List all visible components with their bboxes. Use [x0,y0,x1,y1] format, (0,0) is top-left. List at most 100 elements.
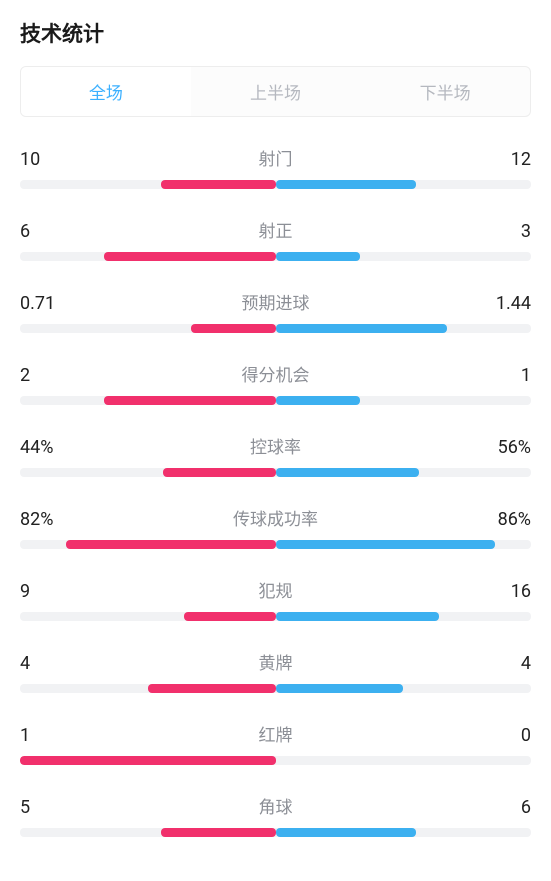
stat-bar-right-half [276,396,532,405]
stat-row: 2得分机会1 [20,361,531,405]
stat-bar [20,252,531,261]
tab-2[interactable]: 下半场 [360,67,530,116]
tab-1[interactable]: 上半场 [191,67,361,116]
stat-bar-right-half [276,252,532,261]
stat-left-value: 82% [20,509,100,530]
stat-bar-right-fill [276,396,360,405]
stat-header: 10射门12 [20,145,531,170]
stat-header: 4黄牌4 [20,649,531,674]
stat-header: 5角球6 [20,793,531,818]
stat-bar-left-half [20,684,276,693]
stats-panel: 技术统计 全场上半场下半场 10射门126射正30.71预期进球1.442得分机… [0,0,551,837]
stat-bar-right-half [276,180,532,189]
stat-left-value: 5 [20,797,100,818]
stat-bar-right-fill [276,252,360,261]
stat-bar-left-fill [163,468,275,477]
stat-header: 1红牌0 [20,721,531,746]
stat-bar-left-fill [104,252,275,261]
stat-row: 5角球6 [20,793,531,837]
stat-bar-right-fill [276,684,404,693]
stat-bar-left-fill [184,612,276,621]
stat-bar [20,540,531,549]
stat-bar-left-half [20,612,276,621]
stat-right-value: 3 [451,221,531,242]
stat-bar-left-fill [66,540,276,549]
stat-bar-right-half [276,468,532,477]
stat-bar-left-half [20,252,276,261]
stat-right-value: 4 [451,653,531,674]
stat-header: 44%控球率56% [20,433,531,458]
stat-bar [20,396,531,405]
stat-bar-left-fill [191,324,275,333]
stat-bar-left-half [20,828,276,837]
stat-label: 射门 [100,145,451,170]
stat-bar-left-half [20,540,276,549]
stat-bar-left-fill [104,396,275,405]
stat-bar-right-half [276,756,532,765]
page-title: 技术统计 [20,18,531,48]
stat-row: 0.71预期进球1.44 [20,289,531,333]
stats-list: 10射门126射正30.71预期进球1.442得分机会144%控球率56%82%… [20,145,531,837]
stat-bar-right-half [276,324,532,333]
stat-row: 44%控球率56% [20,433,531,477]
stat-bar [20,468,531,477]
stat-left-value: 0.71 [20,293,100,314]
stat-row: 1红牌0 [20,721,531,765]
stat-bar-left-fill [161,180,276,189]
stat-header: 9犯规16 [20,577,531,602]
stat-header: 82%传球成功率86% [20,505,531,530]
stat-label: 预期进球 [100,289,451,314]
stat-bar-right-fill [276,324,447,333]
stat-row: 82%传球成功率86% [20,505,531,549]
stat-label: 角球 [100,793,451,818]
stat-label: 控球率 [100,433,451,458]
stat-left-value: 4 [20,653,100,674]
stat-bar [20,180,531,189]
stat-label: 犯规 [100,577,451,602]
stat-label: 传球成功率 [100,505,451,530]
stat-bar [20,612,531,621]
stat-bar [20,684,531,693]
stat-bar-left-fill [20,756,276,765]
stat-bar-right-half [276,540,532,549]
stat-header: 2得分机会1 [20,361,531,386]
stat-bar-left-half [20,468,276,477]
stat-bar-right-fill [276,180,417,189]
stat-left-value: 9 [20,581,100,602]
stat-right-value: 56% [451,437,531,458]
tab-label: 全场 [89,84,123,104]
stat-row: 10射门12 [20,145,531,189]
stat-bar-left-half [20,756,276,765]
stat-right-value: 1 [451,365,531,386]
stat-bar-right-fill [276,468,419,477]
stat-right-value: 1.44 [451,293,531,314]
stat-bar-left-fill [148,684,276,693]
tab-label: 下半场 [420,84,471,104]
stat-label: 黄牌 [100,649,451,674]
tab-0[interactable]: 全场 [21,67,191,116]
stat-bar-left-half [20,396,276,405]
period-tabs: 全场 上半场 下半场 [20,66,531,117]
stat-bar-right-half [276,828,532,837]
stat-bar-right-fill [276,828,417,837]
stat-bar-left-half [20,180,276,189]
stat-right-value: 12 [451,149,531,170]
stat-row: 4黄牌4 [20,649,531,693]
stat-left-value: 2 [20,365,100,386]
stat-bar [20,756,531,765]
stat-left-value: 1 [20,725,100,746]
stat-bar [20,828,531,837]
stat-bar-left-half [20,324,276,333]
stat-header: 0.71预期进球1.44 [20,289,531,314]
stat-label: 射正 [100,217,451,242]
stat-left-value: 10 [20,149,100,170]
stat-left-value: 6 [20,221,100,242]
stat-label: 红牌 [100,721,451,746]
stat-header: 6射正3 [20,217,531,242]
stat-right-value: 6 [451,797,531,818]
stat-bar-right-half [276,684,532,693]
tab-label: 上半场 [250,84,301,104]
stat-bar-right-fill [276,540,496,549]
stat-row: 6射正3 [20,217,531,261]
stat-right-value: 0 [451,725,531,746]
